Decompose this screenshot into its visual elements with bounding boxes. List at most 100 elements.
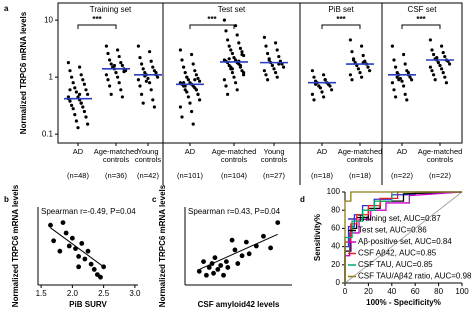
data-point <box>266 51 270 56</box>
data-point <box>204 272 209 278</box>
data-point <box>441 50 445 55</box>
data-point <box>360 75 364 79</box>
data-point <box>403 62 407 66</box>
data-point <box>237 41 241 45</box>
x-tick-label: 20 <box>364 287 373 296</box>
data-point <box>119 88 123 92</box>
data-point <box>368 69 372 73</box>
data-point <box>185 75 189 79</box>
data-point <box>148 81 152 85</box>
data-point <box>69 235 75 241</box>
data-point <box>358 71 362 75</box>
data-point <box>238 46 242 50</box>
data-point <box>432 52 436 57</box>
data-point <box>361 53 365 58</box>
legend-label: CSF Aβ42, AUC=0.85 <box>358 249 437 258</box>
annotation: Spearman r=-0.49, P=0.04 <box>41 207 136 216</box>
data-point <box>224 84 228 88</box>
data-point <box>151 98 155 102</box>
legend-label: CSF TAU/Aβ42 ratio, AUC=0.98 <box>358 272 472 281</box>
data-point <box>74 90 78 94</box>
data-point <box>218 263 224 268</box>
y-tick-label: 0 <box>336 278 341 287</box>
set-title: Test set <box>218 5 246 14</box>
roc-curve <box>344 191 462 283</box>
data-point <box>71 107 75 111</box>
data-point <box>194 88 198 92</box>
data-point <box>86 122 90 126</box>
data-point <box>151 65 155 69</box>
data-point <box>76 264 82 270</box>
data-point <box>140 92 144 96</box>
data-point <box>63 230 69 236</box>
plot-frame <box>57 2 463 144</box>
data-point <box>360 44 364 48</box>
n-label: (n=42) <box>137 171 159 180</box>
data-point <box>122 70 126 74</box>
significance-bracket <box>77 24 117 29</box>
data-point <box>443 75 447 79</box>
n-label: (n=18) <box>311 171 333 180</box>
legend-label: Aβ-positive set, AUC=0.84 <box>358 237 452 246</box>
data-point <box>156 75 160 79</box>
data-point <box>120 63 124 68</box>
x-tick-label: 80 <box>434 287 443 296</box>
data-point <box>402 52 406 57</box>
data-point <box>322 73 326 77</box>
data-point <box>239 253 245 259</box>
panel-label: a <box>4 4 9 13</box>
data-point <box>323 78 327 82</box>
data-point <box>82 256 88 262</box>
data-point <box>322 95 326 99</box>
data-point <box>223 259 229 264</box>
data-point <box>282 65 286 69</box>
data-point <box>183 71 187 75</box>
y-axis-label: Normalized TRPC6 mRNA levels <box>19 11 28 134</box>
data-point <box>112 63 116 68</box>
x-tick-label: 100 <box>455 287 469 296</box>
data-point <box>66 95 70 99</box>
data-point <box>312 98 316 102</box>
x-tick-label: Age-matched controls <box>93 147 139 164</box>
fit-line <box>50 227 104 268</box>
data-point <box>108 84 112 88</box>
data-point <box>366 65 370 69</box>
x-tick-label: 0 <box>343 287 348 296</box>
data-point <box>193 69 197 73</box>
data-point <box>390 81 394 85</box>
data-point <box>430 48 434 52</box>
data-point <box>70 103 74 107</box>
data-point <box>235 261 241 266</box>
data-point <box>264 73 268 77</box>
data-point <box>196 268 202 274</box>
data-point <box>117 54 121 59</box>
data-point <box>310 92 314 96</box>
significance-bracket <box>401 24 441 29</box>
data-point <box>106 51 110 56</box>
x-tick-label: AD <box>316 147 328 156</box>
data-point <box>441 71 445 75</box>
significance: *** <box>92 15 102 24</box>
x-tick-label: AD <box>72 147 84 156</box>
data-point <box>243 239 249 245</box>
y-tick-label: 0.1 <box>42 129 54 138</box>
data-point <box>230 67 234 71</box>
data-point <box>348 38 352 42</box>
data-point <box>193 78 197 82</box>
data-point <box>232 75 236 79</box>
data-point <box>405 98 409 102</box>
data-point <box>191 62 195 66</box>
data-point <box>48 222 53 228</box>
data-point <box>232 247 238 253</box>
data-point <box>114 71 118 75</box>
x-axis-label: PiB SURV <box>69 300 107 309</box>
n-label: (n=22) <box>391 171 413 180</box>
data-point <box>149 88 153 92</box>
data-point <box>227 44 231 48</box>
data-point <box>109 92 113 96</box>
data-point <box>428 38 432 42</box>
roc-curve <box>344 191 463 283</box>
n-label: (n=48) <box>67 171 89 180</box>
data-point <box>226 92 230 96</box>
